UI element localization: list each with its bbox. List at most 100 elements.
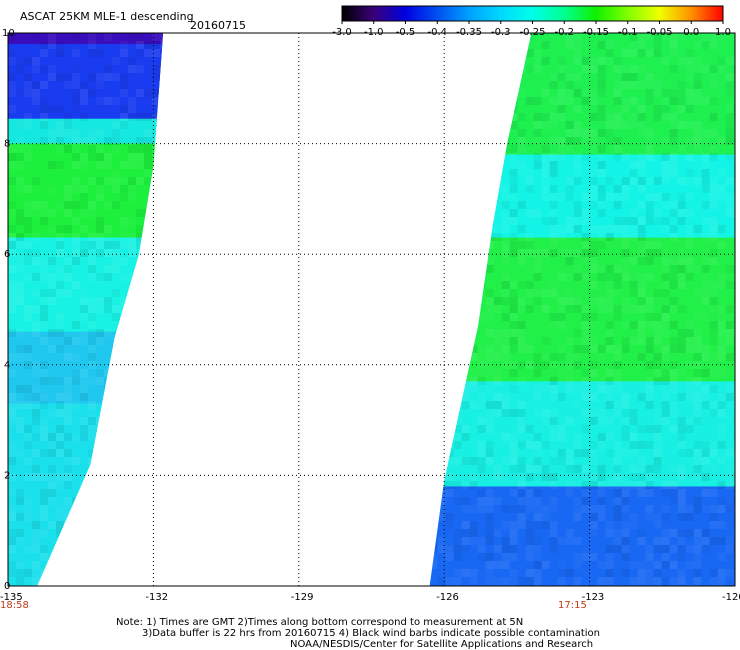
- swath-cell: [64, 209, 72, 217]
- swath-cell: [517, 577, 526, 585]
- swath-cell: [637, 33, 646, 41]
- swath-cell: [120, 193, 128, 201]
- swath-cell: [621, 417, 630, 425]
- swath-cell: [136, 305, 144, 313]
- swath-cell: [590, 321, 598, 329]
- swath-cell: [501, 401, 510, 409]
- swath-cell: [80, 417, 88, 425]
- swath-cell: [517, 441, 526, 449]
- swath-cell: [677, 577, 686, 585]
- swath-cell: [485, 553, 494, 561]
- swath-cell: [80, 241, 88, 249]
- swath-cell: [662, 225, 670, 233]
- swath-cell: [469, 153, 478, 161]
- swath-cell: [606, 129, 614, 137]
- swath-cell: [589, 393, 598, 401]
- swath-cell: [88, 433, 96, 441]
- swath-cell: [717, 137, 726, 145]
- swath-cell: [662, 97, 670, 105]
- swath-cell: [589, 65, 598, 73]
- swath-cell: [160, 265, 164, 273]
- swath-cell: [653, 441, 662, 449]
- swath-cell: [590, 441, 598, 449]
- swath-cell: [597, 81, 606, 89]
- swath-cell: [549, 433, 558, 441]
- swath-cell: [470, 369, 478, 377]
- swath-cell: [485, 201, 494, 209]
- swath-cell: [509, 249, 518, 257]
- swath-cell: [589, 473, 598, 481]
- swath-cell: [72, 281, 80, 289]
- swath-cell: [717, 321, 726, 329]
- swath-cell: [637, 321, 646, 329]
- swath-cell: [557, 577, 566, 585]
- swath-cell: [128, 521, 136, 529]
- swath-cell: [549, 521, 558, 529]
- swath-cell: [128, 337, 136, 345]
- swath-cell: [461, 57, 470, 65]
- swath-cell: [128, 449, 136, 457]
- swath-cell: [725, 481, 734, 489]
- swath-cell: [581, 393, 590, 401]
- swath-cell: [96, 377, 104, 385]
- swath-cell: [136, 177, 144, 185]
- swath-cell: [128, 369, 136, 377]
- swath-cell: [56, 41, 64, 49]
- swath-cell: [685, 265, 694, 273]
- swath-cell: [710, 441, 718, 449]
- note-line-3: NOAA/NESDIS/Center for Satellite Applica…: [290, 639, 593, 650]
- swath-cell: [709, 489, 718, 497]
- swath-cell: [733, 289, 735, 297]
- swath-cell: [509, 49, 518, 57]
- swath-cell: [685, 209, 694, 217]
- swath-cell: [8, 153, 16, 161]
- swath-cell: [653, 177, 662, 185]
- swath-cell: [558, 249, 566, 257]
- swath-cell: [120, 49, 128, 57]
- swath-cell: [24, 345, 32, 353]
- swath-cell: [565, 537, 574, 545]
- swath-cell: [104, 273, 112, 281]
- swath-cell: [485, 97, 494, 105]
- swath-cell: [461, 313, 470, 321]
- swath-cell: [136, 65, 144, 73]
- swath-cell: [693, 497, 702, 505]
- swath-cell: [32, 97, 40, 105]
- swath-cell: [550, 457, 558, 465]
- swath-cell: [693, 401, 702, 409]
- swath-cell: [462, 257, 470, 265]
- swath-cell: [510, 577, 518, 585]
- swath-cell: [693, 441, 702, 449]
- swath-cell: [80, 425, 88, 433]
- swath-cell: [128, 97, 136, 105]
- swath-cell: [453, 145, 462, 153]
- swath-cell: [621, 393, 630, 401]
- swath-cell: [32, 81, 40, 89]
- swath-cell: [80, 569, 88, 577]
- swath-cell: [693, 393, 702, 401]
- swath-cell: [645, 177, 654, 185]
- swath-cell: [485, 401, 494, 409]
- swath-cell: [80, 193, 88, 201]
- swath-cell: [557, 369, 566, 377]
- swath-cell: [533, 121, 542, 129]
- swath-cell: [590, 145, 598, 153]
- swath-cell: [64, 553, 72, 561]
- swath-cell: [502, 337, 510, 345]
- swath-cell: [621, 97, 630, 105]
- swath-cell: [590, 201, 598, 209]
- swath-cell: [629, 225, 638, 233]
- swath-cell: [581, 129, 590, 137]
- swath-cell: [477, 153, 486, 161]
- swath-cell: [120, 401, 128, 409]
- swath-cell: [453, 49, 462, 57]
- swath-cell: [725, 545, 734, 553]
- swath-cell: [525, 465, 534, 473]
- swath-cell: [144, 129, 152, 137]
- swath-cell: [646, 81, 654, 89]
- swath-cell: [677, 473, 686, 481]
- swath-cell: [144, 161, 152, 169]
- swath-cell: [733, 401, 735, 409]
- swath-cell: [678, 145, 686, 153]
- swath-cell: [613, 153, 622, 161]
